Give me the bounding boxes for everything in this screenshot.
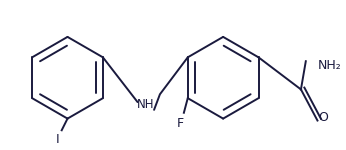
- Text: NH: NH: [137, 99, 154, 111]
- Text: NH₂: NH₂: [318, 59, 341, 72]
- Text: F: F: [176, 117, 183, 130]
- Text: I: I: [56, 134, 60, 147]
- Text: O: O: [318, 111, 328, 124]
